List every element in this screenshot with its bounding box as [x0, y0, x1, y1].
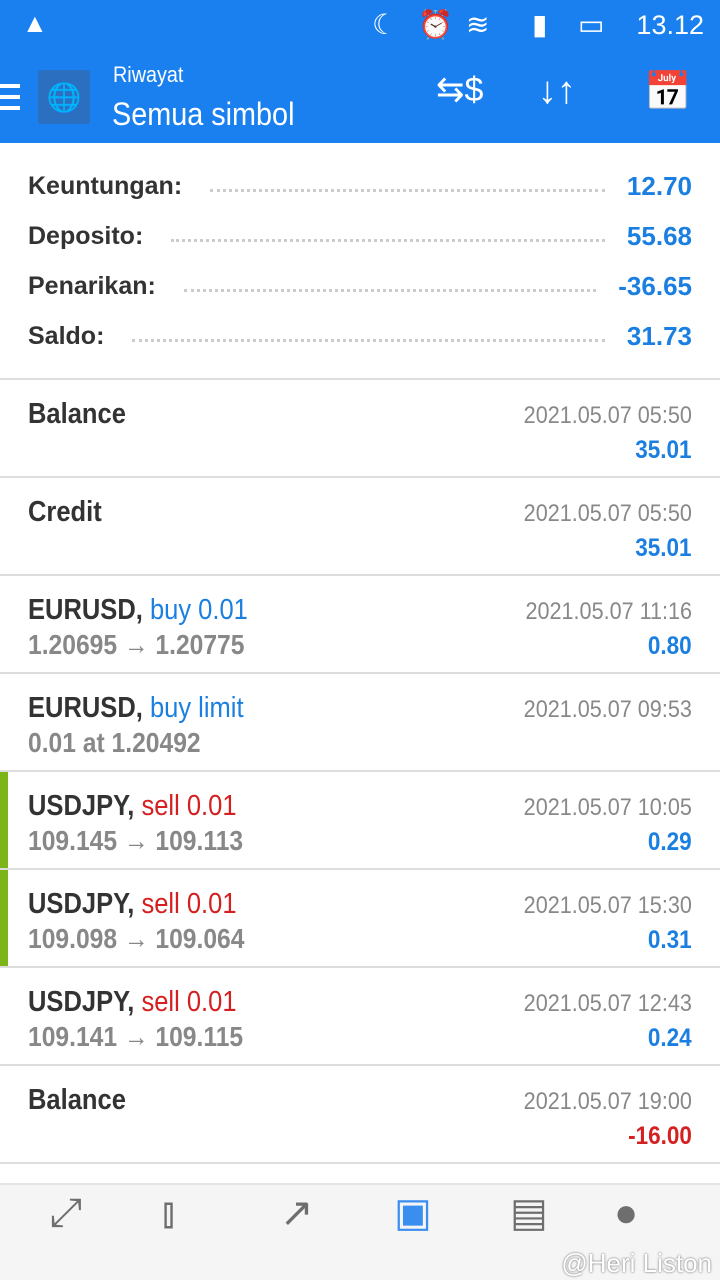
amount: -16.00 — [628, 1122, 692, 1150]
symbol: Balance — [28, 1084, 126, 1116]
battery-icon: ▭ — [578, 9, 605, 40]
label: Penarikan: — [28, 271, 156, 300]
history-row[interactable]: EURUSD, buy 0.01 1.20695 → 1.20775 2021.05… — [0, 576, 720, 674]
position-marker — [0, 772, 8, 868]
amount: 0.24 — [648, 1024, 692, 1052]
order-type: sell 0.01 — [141, 888, 237, 920]
timestamp: 2021.05.07 12:43 — [523, 990, 692, 1017]
summary-row-deposit: Deposito: 55.68 — [28, 211, 692, 261]
alarm-icon: ⏰ — [418, 9, 453, 40]
price-detail: 109.145 → 109.113 — [28, 825, 244, 856]
amount: 35.01 — [635, 534, 692, 562]
row-title: Credit — [28, 496, 102, 529]
amount: 0.31 — [648, 926, 692, 954]
row-title: EURUSD, buy 0.01 — [28, 594, 248, 627]
order-type: buy limit — [149, 692, 244, 724]
value: 55.68 — [626, 220, 692, 251]
history-list: Balance 2021.05.07 05:50 35.01 Credit 2021… — [0, 378, 720, 1164]
row-title: EURUSD, buy limit — [28, 692, 244, 725]
row-title: Balance — [28, 1084, 126, 1117]
history-icon[interactable]: ▣ — [394, 1191, 432, 1235]
order-type: sell 0.01 — [141, 790, 237, 822]
value: 31.73 — [626, 320, 692, 351]
gallery-icon: ▲ — [22, 8, 48, 38]
symbol: EURUSD, — [28, 692, 143, 724]
label: Deposito: — [28, 221, 144, 250]
value: -36.65 — [618, 270, 692, 301]
row-title: Balance — [28, 398, 126, 431]
label: Saldo: — [28, 321, 105, 350]
amount: 35.01 — [635, 436, 692, 464]
symbol: USDJPY, — [28, 986, 135, 1018]
wifi-icon: ≋ — [466, 9, 490, 40]
timestamp: 2021.05.07 19:00 — [523, 1088, 692, 1115]
calendar-icon[interactable]: 📅 — [644, 71, 692, 113]
label: Keuntungan: — [28, 171, 183, 200]
row-title: USDJPY, sell 0.01 — [28, 986, 237, 1019]
trade-icon[interactable]: ↗ — [280, 1191, 314, 1235]
timestamp: 2021.05.07 09:53 — [523, 696, 692, 723]
price-detail: 109.098 → 109.064 — [28, 923, 245, 954]
row-title: USDJPY, sell 0.01 — [28, 790, 237, 823]
row-title: USDJPY, sell 0.01 — [28, 888, 237, 921]
value: 12.70 — [626, 170, 692, 201]
symbol: Credit — [28, 496, 102, 528]
summary-row-profit: Keuntungan: 12.70 — [28, 161, 692, 211]
position-marker — [0, 870, 8, 966]
symbol: EURUSD, — [28, 594, 143, 626]
price-detail: 109.141 → 109.115 — [28, 1021, 244, 1052]
symbol: Balance — [28, 398, 126, 430]
history-row[interactable]: Balance 2021.05.07 19:00 -16.00 — [0, 1066, 720, 1164]
symbol: USDJPY, — [28, 790, 135, 822]
history-row[interactable]: Balance 2021.05.07 05:50 35.01 — [0, 380, 720, 478]
watermark: @Heri Liston — [561, 1248, 712, 1278]
chart-icon[interactable]: ⫾ — [162, 1191, 175, 1235]
order-type: buy 0.01 — [149, 594, 248, 626]
symbol-selector[interactable]: Semua simbol — [112, 96, 295, 132]
header: ▲ ☾ ⏰ ≋ ▮ ▭ 13.12 🌐 Riwayat Semua simbol… — [0, 0, 720, 143]
summary-row-withdrawal: Penarikan: -36.65 — [28, 261, 692, 311]
sd-card-icon: ▮ — [532, 9, 548, 40]
history-row[interactable]: EURUSD, buy limit 0.01 at 1.20492 2021.05.… — [0, 674, 720, 772]
timestamp: 2021.05.07 05:50 — [523, 402, 692, 429]
currency-exchange-icon[interactable]: ⇆$ — [436, 71, 484, 109]
timestamp: 2021.05.07 15:30 — [523, 892, 692, 919]
chat-icon[interactable]: ● — [614, 1191, 639, 1235]
sort-icon[interactable]: ↓↑ — [538, 70, 576, 112]
quotes-icon[interactable]: ⤢ — [50, 1191, 82, 1235]
price-detail: 1.20695 → 1.20775 — [28, 629, 245, 660]
app-logo: 🌐 — [38, 70, 90, 124]
symbol: USDJPY, — [28, 888, 135, 920]
bottom-nav: ⤢ ⫾ ↗ ▣ ▤ ● @Heri Liston — [0, 1183, 720, 1280]
summary: Keuntungan: 12.70 Deposito: 55.68 Penarika… — [0, 0, 720, 361]
order-type: sell 0.01 — [141, 986, 237, 1018]
history-row[interactable]: Credit 2021.05.07 05:50 35.01 — [0, 478, 720, 576]
history-row[interactable]: USDJPY, sell 0.01 109.141 → 109.115 2021.0… — [0, 968, 720, 1066]
history-row[interactable]: USDJPY, sell 0.01 109.145 → 109.113 2021.0… — [0, 772, 720, 870]
history-row[interactable]: USDJPY, sell 0.01 109.098 → 109.064 2021.0… — [0, 870, 720, 968]
moon-icon: ☾ — [372, 9, 398, 40]
timestamp: 2021.05.07 05:50 — [523, 500, 692, 527]
timestamp: 2021.05.07 11:16 — [525, 598, 692, 625]
clock: 13.12 — [636, 10, 704, 40]
screen-subtitle: Riwayat — [113, 62, 184, 87]
timestamp: 2021.05.07 10:05 — [523, 794, 692, 821]
amount: 0.80 — [648, 632, 692, 660]
menu-icon[interactable] — [0, 84, 20, 110]
price-detail: 0.01 at 1.20492 — [28, 727, 201, 758]
summary-row-balance: Saldo: 31.73 — [28, 311, 692, 361]
news-icon[interactable]: ▤ — [510, 1191, 548, 1235]
status-bar: ▲ ☾ ⏰ ≋ ▮ ▭ 13.12 — [0, 0, 720, 48]
amount: 0.29 — [648, 828, 692, 856]
